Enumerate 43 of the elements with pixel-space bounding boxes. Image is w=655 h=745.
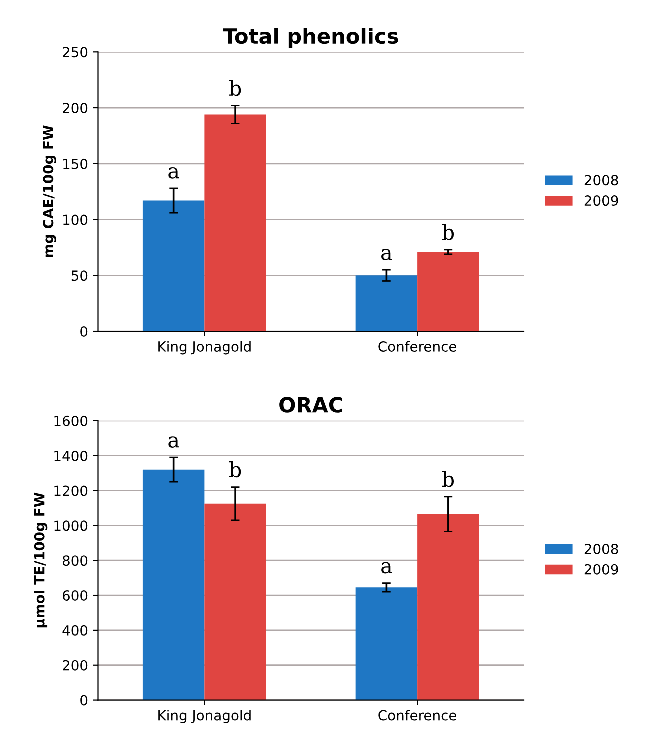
data-label: a [168, 436, 180, 448]
data-label: b [442, 224, 454, 240]
y-tick-label: 250 [63, 47, 88, 58]
bar [204, 504, 266, 700]
y-tick-label: 1400 [54, 450, 88, 462]
data-label: a [168, 167, 180, 179]
legend-label: 2009 [584, 196, 618, 206]
y-tick-label: 400 [62, 625, 88, 636]
bar [356, 276, 418, 332]
y-tick-label: 0 [80, 326, 88, 337]
y-tick-label: 0 [80, 695, 88, 706]
data-label: a [382, 249, 392, 260]
x-tick-label: Conference [378, 710, 456, 721]
legend-label: 2008 [584, 175, 618, 186]
bar [204, 114, 266, 332]
y-tick-label: 50 [72, 270, 88, 282]
x-tick-label: King Jonagold [158, 341, 251, 355]
data-label: a [382, 562, 392, 574]
bar [418, 252, 480, 332]
legend-label: 2009 [584, 564, 618, 575]
legend-label: 2008 [584, 544, 618, 554]
y-tick-label: 200 [63, 660, 88, 671]
y-tick-label: 1000 [54, 520, 88, 532]
y-tick-label: 150 [64, 158, 88, 170]
data-label: b [442, 471, 454, 488]
chart-title: Total phenolics [223, 28, 398, 48]
data-label: b [229, 462, 242, 478]
bar [142, 200, 205, 332]
chart-title: ORAC [280, 397, 342, 413]
y-axis-title: mg CAE/100g FW [43, 126, 56, 258]
bar [418, 514, 480, 700]
x-tick-label: Conference [378, 341, 456, 352]
x-tick-label: King Jonagold [158, 710, 251, 724]
data-label: b [229, 80, 242, 96]
y-tick-label: 100 [64, 214, 88, 226]
y-axis-title: µmol TE/100g FW [34, 492, 48, 628]
bar [142, 470, 205, 700]
bar [356, 588, 418, 700]
y-tick-label: 1200 [54, 486, 88, 496]
y-tick-label: 200 [63, 102, 88, 114]
y-tick-label: 1600 [54, 416, 88, 426]
y-tick-label: 600 [62, 590, 88, 602]
y-tick-label: 800 [62, 556, 88, 566]
